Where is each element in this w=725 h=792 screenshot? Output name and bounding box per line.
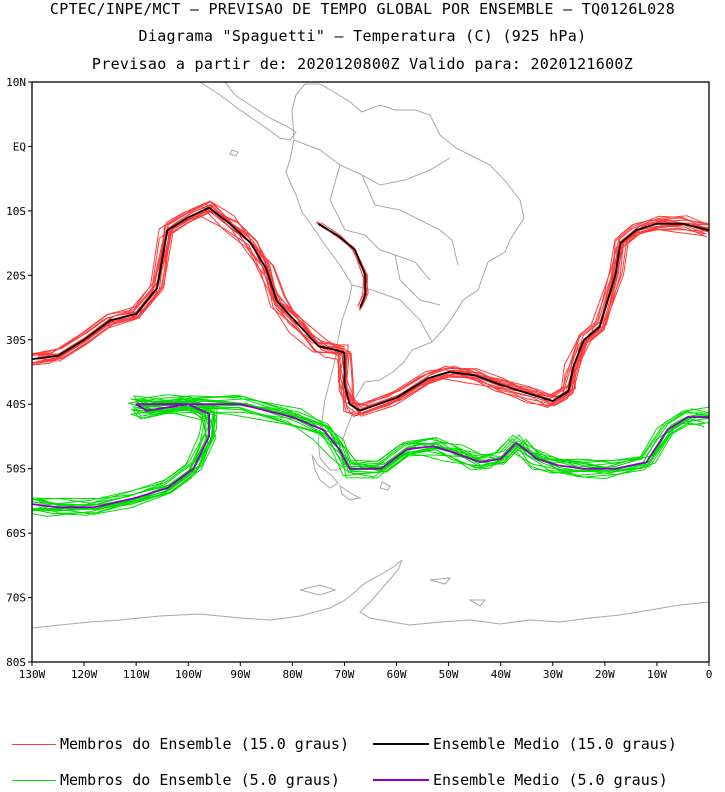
legend-swatch-red [12, 743, 56, 745]
lon-tick-label: 80W [282, 668, 302, 681]
ensemble-member-15-line [320, 224, 369, 311]
ensemble-member-15-line [37, 210, 709, 417]
ensemble-member-5-line [39, 398, 709, 511]
lon-tick-label: 60W [387, 668, 407, 681]
legend-members-15: Membros do Ensemble (15.0 graus) [12, 735, 349, 753]
legend-members-5: Membros do Ensemble (5.0 graus) [12, 771, 340, 789]
legend-swatch-purple [373, 779, 429, 781]
legend-label-mean-15: Ensemble Medio (15.0 graus) [433, 735, 677, 753]
lon-tick-label: 10W [647, 668, 667, 681]
legend-label-mean-5: Ensemble Medio (5.0 graus) [433, 771, 668, 789]
ensemble-mean-5-line [32, 403, 709, 509]
lon-tick-label: 120W [71, 668, 98, 681]
ensemble-member-5-line [32, 394, 708, 501]
map-title-line2: Diagrama "Spaguetti" – Temperatura (C) (… [138, 27, 587, 45]
ensemble-member-5-line [32, 402, 709, 512]
lat-tick-label: 40S [6, 398, 26, 411]
ensemble-member-15-line [36, 205, 709, 409]
lon-tick-label: 0 [706, 668, 713, 681]
ensemble-member-5-line [32, 395, 703, 504]
lon-tick-label: 100W [175, 668, 202, 681]
ensemble-member-15-line [318, 224, 366, 310]
lat-tick-label: 70S [6, 592, 26, 605]
ensemble-member-5-line [32, 408, 703, 516]
map-title-line3: Previsao a partir de: 2020120800Z Valido… [91, 55, 634, 73]
lon-tick-label: 90W [230, 668, 250, 681]
legend-mean-15: Ensemble Medio (15.0 graus) [373, 735, 677, 753]
lat-tick-label: 10S [6, 205, 26, 218]
lon-tick-label: 110W [123, 668, 150, 681]
lat-tick-label: EQ [13, 140, 26, 153]
lat-tick-label: 20S [6, 269, 26, 282]
ensemble-member-15-line [32, 210, 704, 415]
legend-swatch-green [12, 779, 56, 781]
lat-tick-label: 50S [6, 463, 26, 476]
lon-tick-label: 70W [335, 668, 355, 681]
lon-tick-label: 50W [439, 668, 459, 681]
lon-tick-label: 40W [491, 668, 511, 681]
ensemble-member-15-line [32, 201, 709, 408]
ensemble-mean-15-line [32, 206, 709, 412]
legend-label-members-5: Membros do Ensemble (5.0 graus) [60, 771, 340, 789]
ensemble-member-15-line [32, 200, 705, 405]
ensemble-member-5-line [35, 403, 709, 512]
lon-tick-label: 20W [595, 668, 615, 681]
map-title-line1: CPTEC/INPE/MCT – PREVISAO DE TEMPO GLOBA… [49, 0, 676, 18]
lat-tick-label: 60S [6, 527, 26, 540]
legend-swatch-black [373, 743, 429, 745]
coastline-layer [32, 82, 709, 629]
lat-tick-label: 30S [6, 334, 26, 347]
ensemble-mean-15-line [317, 223, 367, 308]
lon-tick-label: 30W [543, 668, 563, 681]
plot-frame [31, 81, 710, 663]
ensemble-member-15-line [316, 221, 366, 307]
contour-layer [32, 200, 709, 517]
lon-tick-label: 130W [19, 668, 46, 681]
ensemble-member-5-line [32, 400, 709, 510]
legend-label-members-15: Membros do Ensemble (15.0 graus) [60, 735, 349, 753]
lat-tick-label: 10N [6, 76, 26, 89]
legend-mean-5: Ensemble Medio (5.0 graus) [373, 771, 668, 789]
ensemble-member-15-line [32, 205, 706, 408]
lat-tick-label: 80S [6, 656, 26, 669]
